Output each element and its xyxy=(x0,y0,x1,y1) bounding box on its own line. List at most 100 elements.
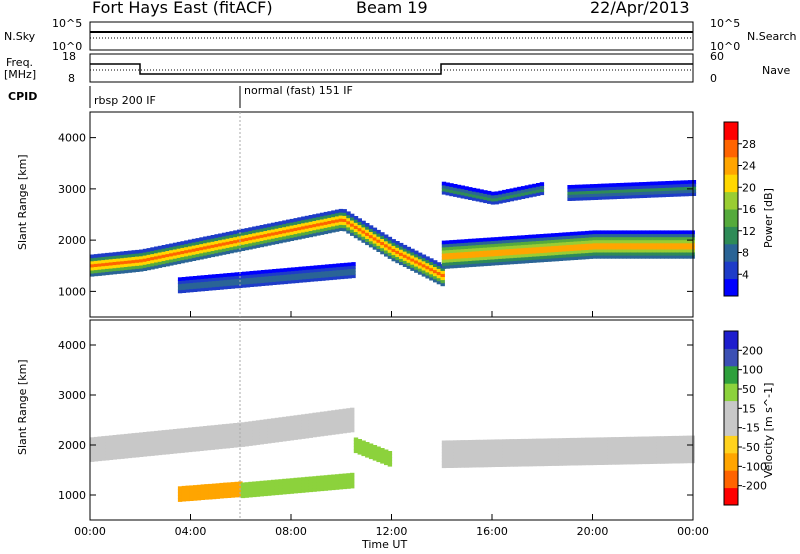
cell-vel-3 xyxy=(368,452,374,457)
cell-power-1 xyxy=(611,251,616,256)
cell-power-1 xyxy=(468,248,473,252)
cell-power-1 xyxy=(675,242,680,247)
cell-vel-4 xyxy=(675,438,680,443)
cell-vel-1 xyxy=(204,496,209,500)
cell-vel-0 xyxy=(150,431,155,435)
cell-vel-1 xyxy=(219,485,224,490)
cell-vel-4 xyxy=(554,441,560,445)
cell-power-0 xyxy=(188,239,193,244)
cell-vel-1 xyxy=(215,495,220,499)
cell-power-1 xyxy=(603,251,609,256)
cell-power-0 xyxy=(387,255,393,259)
cell-vel-3 xyxy=(376,455,381,460)
cell-vel-4 xyxy=(626,454,631,459)
cell-power-0 xyxy=(361,223,366,228)
cell-power-0 xyxy=(421,263,427,268)
cell-vel-1 xyxy=(226,494,232,498)
cell-vel-0 xyxy=(172,435,178,439)
cell-vel-0 xyxy=(120,434,125,438)
cell-vel-0 xyxy=(286,437,291,441)
cell-vel-2 xyxy=(289,481,295,485)
cell-vel-0 xyxy=(259,422,264,427)
cell-power-0 xyxy=(425,274,430,279)
cell-vel-4 xyxy=(464,455,469,459)
cell-vel-0 xyxy=(214,439,219,444)
cell-power-0 xyxy=(206,251,212,255)
cell-power-0 xyxy=(225,244,231,248)
cell-power-0 xyxy=(440,279,445,284)
cell-power-4 xyxy=(676,180,682,185)
cell-power-0 xyxy=(440,267,445,271)
cell-power-4 xyxy=(657,181,663,185)
cell-power-0 xyxy=(342,218,347,222)
cell-power-2 xyxy=(272,278,277,282)
cell-power-2 xyxy=(260,279,266,283)
cell-vel-0 xyxy=(259,437,264,442)
cell-power-4 xyxy=(616,183,621,187)
cell-vel-1 xyxy=(234,490,239,495)
cell-power-0 xyxy=(184,249,189,254)
cell-power-4 xyxy=(605,195,610,200)
cell-power-2 xyxy=(287,280,292,284)
cell-vel-0 xyxy=(278,432,283,436)
cell-power-1 xyxy=(562,257,567,261)
cell-vel-2 xyxy=(259,492,264,497)
cell-power-2 xyxy=(309,265,315,270)
cell-vel-2 xyxy=(282,490,287,495)
cell-vel-0 xyxy=(176,440,182,445)
cell-power-1 xyxy=(637,242,643,247)
cell-power-0 xyxy=(139,252,144,257)
cell-power-2 xyxy=(264,282,269,286)
cell-power-4 xyxy=(623,195,629,199)
cell-vel-4 xyxy=(588,458,594,463)
cell-vel-0 xyxy=(327,425,332,430)
cell-vel-4 xyxy=(637,445,643,450)
colorbar-swatch xyxy=(724,487,738,506)
cell-vel-4 xyxy=(596,449,601,453)
cell-vel-4 xyxy=(656,445,661,449)
cell-vel-2 xyxy=(312,485,317,489)
cell-power-1 xyxy=(528,247,533,251)
cell-vel-4 xyxy=(585,458,590,463)
cell-power-1 xyxy=(536,252,541,257)
cell-power-2 xyxy=(185,285,190,290)
cell-vel-4 xyxy=(626,442,631,447)
cell-power-1 xyxy=(547,255,552,259)
cell-power-1 xyxy=(660,236,665,241)
cell-vel-4 xyxy=(520,459,526,464)
cell-power-4 xyxy=(608,186,614,191)
cell-power-4 xyxy=(657,187,663,192)
cell-power-1 xyxy=(453,249,458,253)
cell-power-0 xyxy=(120,263,125,268)
cell-vel-0 xyxy=(135,432,140,437)
cell-vel-1 xyxy=(226,485,232,489)
cell-power-4 xyxy=(627,194,633,199)
cell-vel-3 xyxy=(380,454,385,458)
cell-power-0 xyxy=(331,225,336,230)
cell-vel-4 xyxy=(603,437,609,441)
cell-power-2 xyxy=(230,281,236,286)
cell-power-1 xyxy=(569,250,575,255)
cell-vel-2 xyxy=(312,482,317,486)
cell-power-1 xyxy=(468,238,473,243)
cell-vel-0 xyxy=(188,436,193,441)
cell-vel-2 xyxy=(312,479,317,483)
cell-power-0 xyxy=(259,231,264,235)
cell-vel-4 xyxy=(622,442,627,447)
cell-vel-0 xyxy=(199,435,204,439)
cell-vel-4 xyxy=(615,449,620,453)
cell-power-1 xyxy=(543,249,548,253)
cell-vel-4 xyxy=(479,463,484,468)
cell-power-0 xyxy=(274,237,280,241)
cell-vel-4 xyxy=(539,447,545,452)
cell-power-0 xyxy=(248,242,253,247)
cell-power-2 xyxy=(321,277,326,281)
cell-vel-0 xyxy=(331,428,336,432)
cell-power-2 xyxy=(272,272,277,276)
velocity-panel xyxy=(89,319,695,521)
cell-power-3 xyxy=(517,186,522,191)
cell-vel-0 xyxy=(327,419,332,424)
cell-vel-0 xyxy=(218,445,223,450)
cell-power-0 xyxy=(365,223,370,227)
cell-power-0 xyxy=(203,242,208,247)
